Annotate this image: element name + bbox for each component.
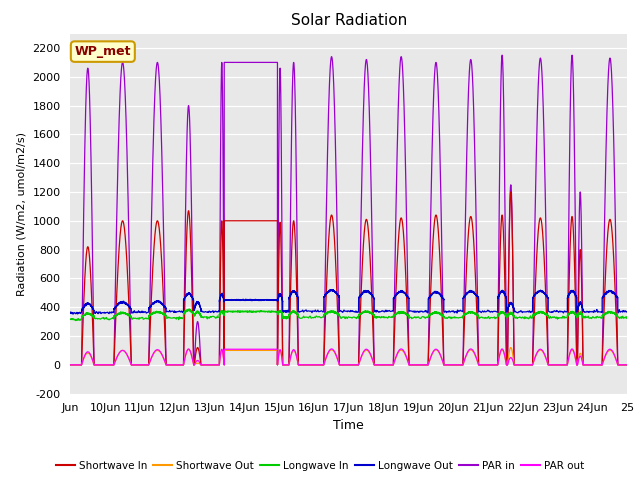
Longwave Out bbox=[504, 306, 512, 312]
Longwave In bbox=[504, 313, 512, 319]
Longwave Out bbox=[218, 291, 226, 297]
Longwave In bbox=[261, 309, 269, 314]
Shortwave Out bbox=[261, 348, 269, 353]
PAR in bbox=[623, 362, 631, 368]
Shortwave In bbox=[504, 329, 512, 335]
Shortwave Out bbox=[150, 351, 157, 357]
Longwave In bbox=[623, 316, 631, 322]
Line: Longwave In: Longwave In bbox=[70, 309, 627, 321]
Shortwave In bbox=[150, 252, 157, 258]
PAR in bbox=[498, 52, 506, 58]
Longwave In bbox=[218, 310, 226, 315]
PAR out bbox=[623, 362, 631, 368]
PAR in bbox=[275, 229, 282, 235]
Line: Shortwave In: Shortwave In bbox=[70, 192, 627, 365]
Longwave Out bbox=[275, 296, 282, 301]
PAR out bbox=[194, 358, 202, 363]
Line: PAR in: PAR in bbox=[70, 55, 627, 365]
Longwave In bbox=[72, 318, 79, 324]
Line: Longwave Out: Longwave Out bbox=[70, 289, 627, 314]
Shortwave Out bbox=[623, 362, 631, 368]
Longwave In bbox=[150, 309, 157, 315]
PAR out bbox=[150, 350, 157, 356]
Longwave Out bbox=[194, 300, 202, 305]
Longwave Out bbox=[69, 311, 77, 317]
Title: Solar Radiation: Solar Radiation bbox=[291, 13, 407, 28]
Line: Shortwave Out: Shortwave Out bbox=[70, 348, 627, 365]
Legend: Shortwave In, Shortwave Out, Longwave In, Longwave Out, PAR in, PAR out: Shortwave In, Shortwave Out, Longwave In… bbox=[52, 456, 588, 475]
PAR in bbox=[150, 132, 157, 138]
Shortwave In bbox=[261, 218, 269, 224]
Longwave Out bbox=[623, 309, 631, 315]
Shortwave In bbox=[194, 345, 202, 350]
Shortwave Out bbox=[218, 348, 226, 353]
X-axis label: Time: Time bbox=[333, 419, 364, 432]
Longwave Out bbox=[261, 297, 269, 303]
Longwave Out bbox=[329, 287, 337, 292]
PAR out bbox=[261, 347, 269, 352]
PAR out bbox=[275, 355, 282, 361]
Longwave Out bbox=[150, 300, 157, 306]
Line: PAR out: PAR out bbox=[70, 349, 627, 365]
PAR out bbox=[498, 346, 506, 352]
Text: WP_met: WP_met bbox=[75, 45, 131, 58]
Longwave In bbox=[67, 316, 74, 322]
PAR in bbox=[504, 324, 512, 330]
Shortwave In bbox=[275, 298, 282, 304]
Longwave In bbox=[194, 310, 202, 315]
Shortwave Out bbox=[67, 362, 74, 368]
Shortwave Out bbox=[507, 345, 515, 350]
Shortwave In bbox=[623, 362, 631, 368]
Longwave In bbox=[275, 309, 282, 315]
Longwave In bbox=[185, 306, 193, 312]
PAR out bbox=[504, 360, 512, 366]
Shortwave Out bbox=[275, 356, 282, 361]
PAR in bbox=[261, 60, 269, 65]
PAR in bbox=[67, 362, 74, 368]
Shortwave In bbox=[67, 362, 74, 368]
Shortwave Out bbox=[194, 360, 202, 366]
Shortwave In bbox=[218, 218, 226, 224]
PAR out bbox=[218, 347, 226, 352]
Y-axis label: Radiation (W/m2, umol/m2/s): Radiation (W/m2, umol/m2/s) bbox=[17, 132, 27, 296]
Longwave Out bbox=[67, 311, 74, 316]
PAR in bbox=[194, 319, 202, 325]
PAR in bbox=[218, 60, 226, 65]
Shortwave Out bbox=[504, 359, 512, 364]
PAR out bbox=[67, 362, 74, 368]
Shortwave In bbox=[507, 189, 515, 195]
